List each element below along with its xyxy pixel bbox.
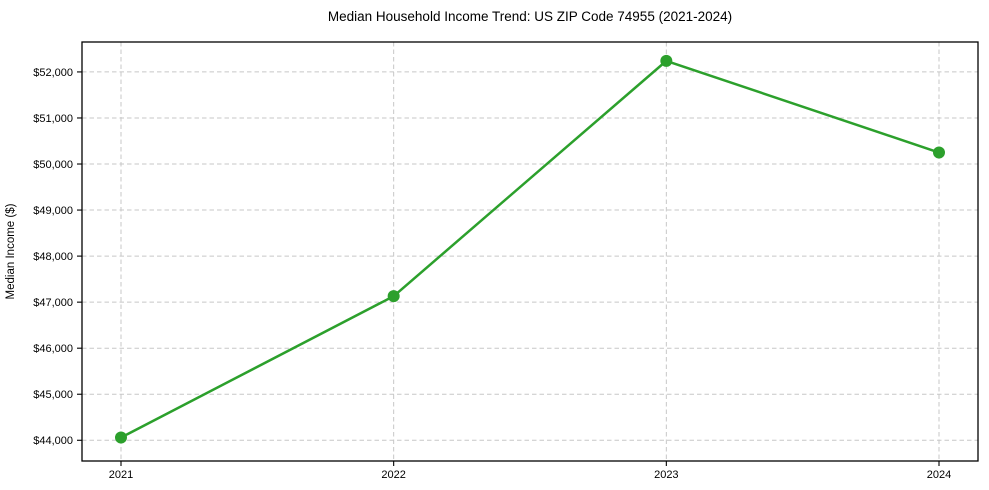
y-tick-label: $52,000 — [33, 67, 73, 79]
y-tick-label: $48,000 — [33, 251, 73, 263]
y-tick-label: $46,000 — [33, 343, 73, 355]
plot-area: $44,000 $45,000 $46,000 $47,000 $48,000 $49,0… — [33, 41, 979, 481]
x-tick-label: 2021 — [109, 469, 133, 481]
y-axis-label: Median Income ($) — [5, 203, 17, 299]
y-tick-label: $47,000 — [33, 297, 73, 309]
x-tick-label: 2024 — [927, 469, 951, 481]
y-tick-label: $44,000 — [33, 435, 73, 447]
data-point — [660, 54, 673, 67]
data-point — [933, 146, 945, 159]
y-tick-label: $45,000 — [33, 389, 73, 401]
x-tick-label: 2022 — [381, 469, 405, 481]
chart-title: Median Household Income Trend: US ZIP Co… — [327, 9, 733, 24]
data-point — [387, 290, 400, 303]
x-tick-label: 2023 — [654, 469, 678, 481]
y-tick-label: $49,000 — [33, 205, 73, 217]
plot-border — [81, 41, 979, 462]
data-point — [115, 431, 127, 444]
y-tick-label: $51,000 — [33, 113, 73, 125]
trend-line — [119, 59, 941, 439]
y-tick-label: $50,000 — [33, 159, 73, 171]
